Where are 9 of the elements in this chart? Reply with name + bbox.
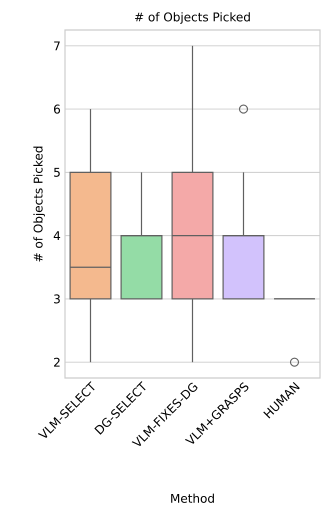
y-tick-label: 5	[54, 168, 60, 177]
y-tick-label: 3	[54, 294, 60, 304]
x-axis-title: Method	[171, 494, 214, 503]
y-tick-label: 6	[54, 104, 60, 114]
y-tick-label: 4	[54, 231, 60, 240]
y-tick-label: 7	[54, 41, 60, 50]
chart-title: # of Objects Picked	[135, 12, 250, 24]
y-tick-label: 2	[54, 358, 60, 367]
y-axis-title: # of Objects Picked	[33, 146, 45, 262]
